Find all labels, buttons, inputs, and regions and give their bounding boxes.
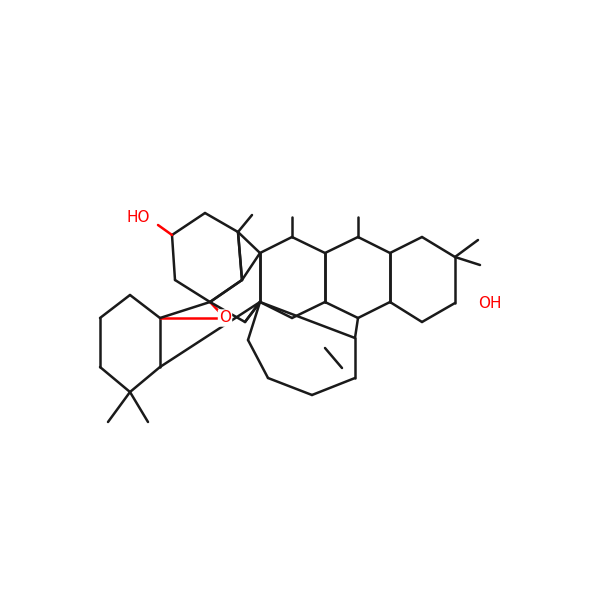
- Text: O: O: [219, 311, 231, 325]
- Text: HO: HO: [127, 211, 150, 226]
- Text: OH: OH: [478, 295, 502, 311]
